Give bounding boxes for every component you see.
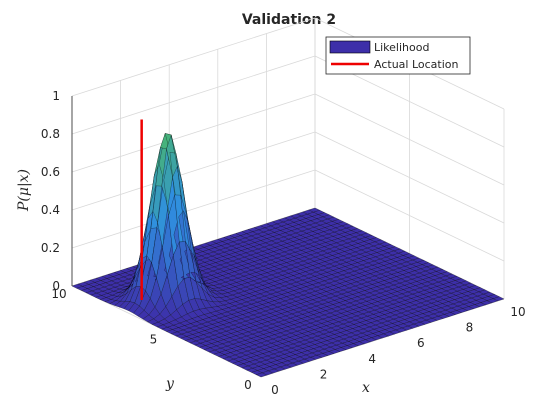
x-tick-label: 2 — [320, 367, 328, 381]
surface-patch — [492, 296, 505, 302]
z-axis-label: P(μ|x) — [16, 169, 32, 212]
z-tick-label: 1 — [52, 89, 60, 103]
legend-label-likelihood: Likelihood — [374, 41, 429, 54]
likelihood-surface — [71, 133, 505, 378]
z-tick-label: 0.6 — [41, 165, 60, 179]
z-tick-label: 0 — [52, 279, 60, 293]
x-tick-label: 6 — [417, 336, 425, 350]
x-axis-label: x — [362, 380, 370, 396]
y-tick-label: 0 — [244, 378, 252, 392]
grid-line — [71, 169, 316, 249]
grid-line — [71, 93, 316, 173]
legend: Likelihood Actual Location — [325, 36, 471, 75]
x-tick-label: 0 — [271, 383, 279, 397]
grid-line — [71, 131, 316, 211]
legend-swatch-likelihood — [329, 40, 371, 54]
z-tick-label: 0.2 — [41, 241, 60, 255]
x-tick-label: 4 — [368, 352, 376, 366]
grid-line — [71, 17, 316, 97]
z-tick-label: 0.4 — [41, 203, 60, 217]
x-tick-label: 8 — [466, 321, 474, 335]
x-tick-label: 10 — [510, 305, 525, 319]
y-tick-label: 10 — [51, 287, 66, 301]
y-tick-label: 5 — [150, 333, 158, 347]
legend-label-actual-location: Actual Location — [374, 58, 459, 71]
grid-line — [71, 55, 316, 135]
y-axis-label: y — [165, 376, 175, 392]
chart-title: Validation 2 — [242, 12, 336, 28]
z-tick-label: 0.8 — [41, 127, 60, 141]
